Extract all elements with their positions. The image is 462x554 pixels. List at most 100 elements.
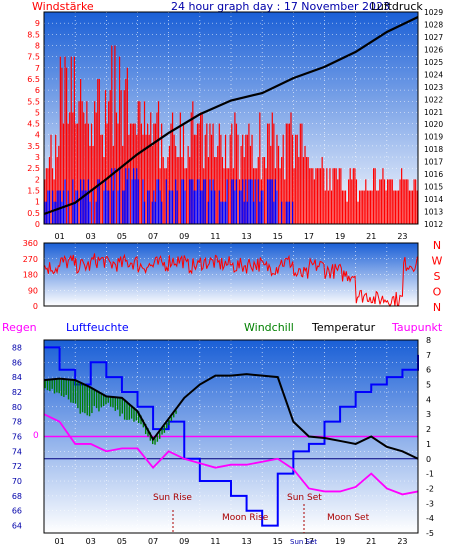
wind-tick-label: 0.5 [27, 209, 40, 218]
hour-label: 03 [86, 537, 96, 546]
pressure-line [43, 15, 419, 216]
temperature-tick-label: 8 [426, 336, 431, 345]
hour-label: 23 [397, 537, 407, 546]
compass-label: N [433, 239, 441, 252]
pressure-tick-label: 1014 [424, 195, 443, 204]
pressure-tick-label: 1022 [424, 95, 443, 104]
pressure-tick-label: 1029 [424, 8, 443, 17]
wind-tick-label: 1 [35, 198, 40, 207]
wind-tick-label: 2 [35, 175, 40, 184]
hour-label: 21 [366, 537, 376, 546]
sun-rise-label: Sun Rise [153, 493, 192, 503]
humidity-tick-label: 74 [12, 447, 22, 456]
temperature-tick-label: -3 [426, 499, 434, 508]
temperature-tick-label: -4 [426, 514, 434, 523]
compass-label: N [433, 301, 441, 314]
wind-tick-label: 9 [35, 19, 40, 28]
wind-axis-title: Windstärke [32, 0, 94, 13]
temperature-tick-label: 7 [426, 351, 431, 360]
temperature-tick-label: 0 [426, 455, 431, 464]
hour-label: 17 [304, 232, 314, 241]
wind-tick-label: 5 [35, 108, 40, 117]
humidity-tick-label: 68 [12, 492, 22, 501]
hour-label: 07 [148, 232, 158, 241]
hour-label: 15 [273, 232, 283, 241]
hour-label: 09 [179, 537, 189, 546]
temperature-tick-label: 1 [426, 440, 431, 449]
sun-set-axis-label: Sun Set [290, 538, 317, 546]
pressure-tick-label: 1019 [424, 133, 443, 142]
temperature-tick-label: 6 [426, 366, 431, 375]
hour-label: 15 [273, 537, 283, 546]
temperature-tick-label: 2 [426, 425, 431, 434]
rain-zero-label: 0 [33, 431, 39, 441]
wind-tick-label: 3.5 [27, 142, 40, 151]
pressure-axis-title: Luftdruck [371, 0, 423, 13]
pressure-tick-label: 1023 [424, 83, 443, 92]
wind-direction-line [44, 253, 418, 308]
compass-label: W [432, 255, 443, 268]
temperature-tick-label: 3 [426, 410, 431, 419]
pressure-tick-label: 1021 [424, 108, 443, 117]
hour-label: 21 [366, 232, 376, 241]
direction-tick-label: 0 [33, 302, 38, 311]
wind-tick-label: 7 [35, 64, 40, 73]
humidity-tick-label: 88 [12, 343, 22, 352]
pressure-tick-label: 1020 [424, 120, 443, 129]
rain-label: Regen [2, 321, 37, 334]
hour-label: 05 [117, 537, 127, 546]
pressure-tick-label: 1025 [424, 58, 443, 67]
hour-label: 03 [86, 232, 96, 241]
hour-label: 01 [54, 537, 64, 546]
wind-tick-label: 6.5 [27, 75, 40, 84]
wind-tick-label: 4.5 [27, 120, 40, 129]
hour-label: 13 [241, 232, 251, 241]
humidity-tick-label: 82 [12, 388, 22, 397]
direction-tick-label: 90 [28, 286, 38, 295]
windchill-label: Windchill [244, 321, 294, 334]
pressure-tick-label: 1027 [424, 33, 443, 42]
humidity-tick-label: 84 [12, 373, 22, 382]
hour-label: 23 [397, 232, 407, 241]
pressure-tick-label: 1016 [424, 170, 443, 179]
sun-set-label: Sun Set [287, 493, 322, 503]
hour-label: 11 [210, 537, 220, 546]
hour-label: 13 [241, 537, 251, 546]
chart-title: 24 hour graph day : 17 November 2023 [171, 0, 390, 13]
hour-label: 17 [304, 537, 314, 546]
pressure-tick-label: 1013 [424, 208, 443, 217]
wind-tick-label: 1.5 [27, 187, 40, 196]
direction-tick-label: 360 [23, 239, 38, 248]
pressure-tick-label: 1028 [424, 20, 443, 29]
wind-tick-label: 4 [35, 131, 40, 140]
hour-label: 19 [335, 232, 345, 241]
pressure-tick-label: 1017 [424, 158, 443, 167]
direction-axis-ticks: 0 90 180 270 360 [23, 239, 38, 311]
direction-tick-label: 180 [23, 271, 38, 280]
temperature-tick-label: -2 [426, 484, 434, 493]
pressure-tick-label: 1015 [424, 183, 443, 192]
hour-axis-top: 01 03 05 07 09 11 13 15 17 19 21 23 [54, 232, 407, 241]
wind-tick-label: 0 [35, 220, 40, 229]
windchill-bars [44, 378, 177, 445]
dewpoint-line [43, 413, 419, 496]
wind-axis-ticks: 0 0.5 1 1.5 2 2.5 3 3.5 4 4.5 5 5.5 6 6.5 7 7.5 8 8.5 9 [27, 19, 40, 229]
pressure-axis-ticks: 1012 1013 1014 1015 1016 1017 1018 1019 1020 1021… [424, 8, 443, 229]
temperature-tick-label: 4 [426, 395, 431, 404]
pressure-tick-label: 1026 [424, 45, 443, 54]
wind-tick-label: 7.5 [27, 53, 40, 62]
wind-tick-label: 6 [35, 86, 40, 95]
humidity-line [44, 346, 419, 527]
humidity-axis-ticks: 64 66 68 70 72 74 76 78 80 82 84 86 88 [12, 343, 22, 530]
moon-set-label: Moon Set [327, 513, 370, 523]
pressure-tick-label: 1012 [424, 220, 443, 229]
hour-label: 05 [117, 232, 127, 241]
hour-label: 19 [335, 537, 345, 546]
pressure-tick-label: 1018 [424, 145, 443, 154]
humidity-tick-label: 72 [12, 462, 22, 471]
pressure-tick-label: 1024 [424, 70, 443, 79]
direction-tick-label: 270 [23, 255, 38, 264]
humidity-tick-label: 76 [12, 433, 22, 442]
